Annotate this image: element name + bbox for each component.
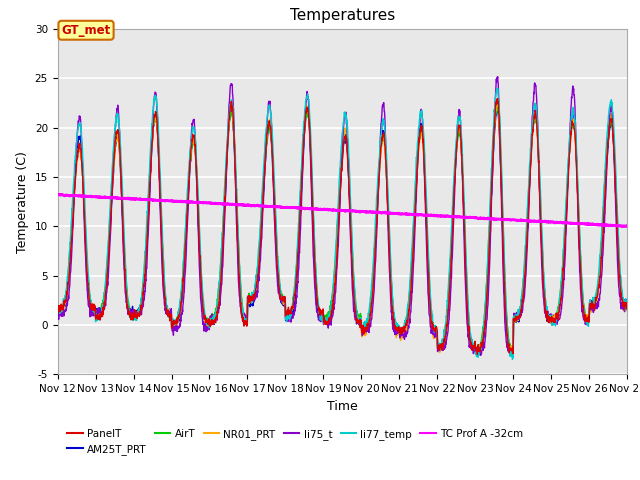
- Title: Temperatures: Temperatures: [290, 9, 395, 24]
- X-axis label: Time: Time: [327, 400, 358, 413]
- Text: GT_met: GT_met: [61, 24, 111, 37]
- Legend: PanelT, AM25T_PRT, AirT, NR01_PRT, li75_t, li77_temp, TC Prof A -32cm: PanelT, AM25T_PRT, AirT, NR01_PRT, li75_…: [63, 424, 527, 459]
- Y-axis label: Temperature (C): Temperature (C): [16, 151, 29, 252]
